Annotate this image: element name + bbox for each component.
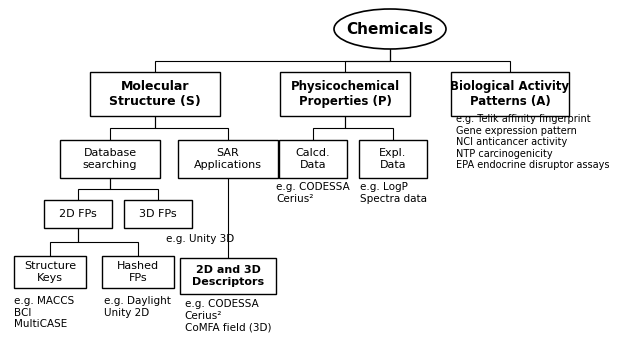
Text: e.g. Unity 3D: e.g. Unity 3D — [166, 234, 234, 244]
FancyBboxPatch shape — [280, 72, 410, 116]
FancyBboxPatch shape — [60, 140, 160, 178]
Text: e.g. CODESSA
Cerius²
CoMFA field (3D): e.g. CODESSA Cerius² CoMFA field (3D) — [184, 299, 271, 332]
FancyBboxPatch shape — [178, 140, 278, 178]
FancyBboxPatch shape — [14, 256, 86, 288]
Text: Calcd.
Data: Calcd. Data — [296, 148, 331, 170]
FancyBboxPatch shape — [102, 256, 174, 288]
Text: 2D FPs: 2D FPs — [59, 209, 97, 219]
FancyBboxPatch shape — [90, 72, 220, 116]
FancyBboxPatch shape — [451, 72, 569, 116]
Text: e.g. LogP
Spectra data: e.g. LogP Spectra data — [360, 182, 426, 204]
Text: e.g. Telik affinity fingerprint
Gene expression pattern
NCI anticancer activity
: e.g. Telik affinity fingerprint Gene exp… — [456, 114, 610, 170]
Text: Database
searching: Database searching — [83, 148, 137, 170]
Text: Molecular
Structure (S): Molecular Structure (S) — [109, 80, 201, 108]
Text: SAR
Applications: SAR Applications — [194, 148, 262, 170]
Text: Expl.
Data: Expl. Data — [379, 148, 407, 170]
Text: Chemicals: Chemicals — [347, 22, 433, 36]
Text: Physicochemical
Properties (P): Physicochemical Properties (P) — [290, 80, 399, 108]
FancyBboxPatch shape — [359, 140, 427, 178]
FancyBboxPatch shape — [180, 258, 276, 294]
Text: e.g. MACCS
BCI
MultiCASE: e.g. MACCS BCI MultiCASE — [14, 296, 74, 329]
FancyBboxPatch shape — [44, 200, 112, 228]
Text: Hashed
FPs: Hashed FPs — [117, 261, 159, 283]
Text: 3D FPs: 3D FPs — [139, 209, 177, 219]
Text: Biological Activity
Patterns (A): Biological Activity Patterns (A) — [451, 80, 569, 108]
Text: 2D and 3D
Descriptors: 2D and 3D Descriptors — [192, 265, 264, 287]
Text: e.g. CODESSA
Cerius²: e.g. CODESSA Cerius² — [276, 182, 350, 204]
FancyBboxPatch shape — [279, 140, 347, 178]
FancyBboxPatch shape — [124, 200, 192, 228]
Text: Structure
Keys: Structure Keys — [24, 261, 76, 283]
Text: e.g. Daylight
Unity 2D: e.g. Daylight Unity 2D — [104, 296, 171, 318]
